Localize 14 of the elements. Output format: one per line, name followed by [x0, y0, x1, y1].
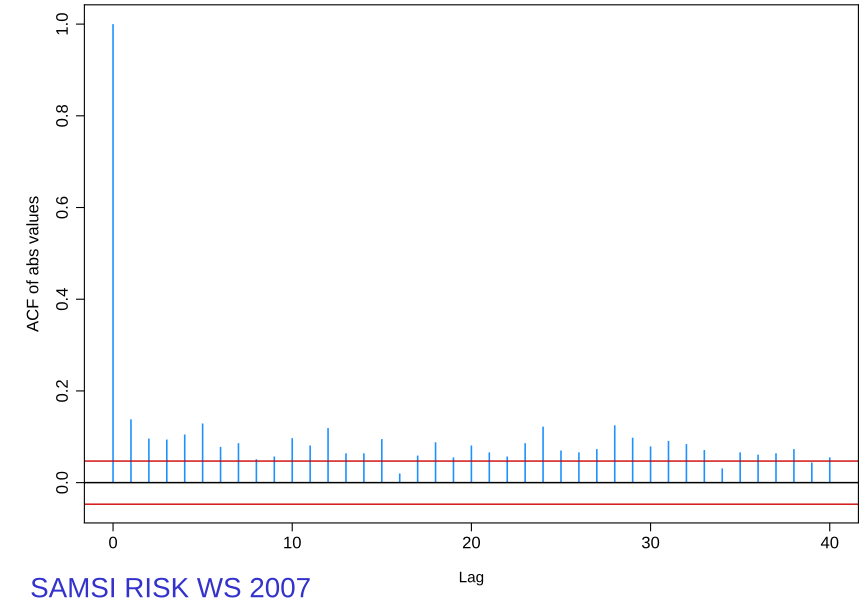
- y-tick-label: 0.4: [56, 288, 68, 310]
- x-axis-title: Lag: [460, 572, 484, 586]
- y-tick-label: 0.0: [56, 472, 68, 494]
- y-tick-label: 0.8: [56, 104, 68, 127]
- x-tick-label: 40: [820, 536, 838, 548]
- x-tick-label: 0: [109, 536, 118, 548]
- y-axis-title: ACF of abs values: [26, 196, 38, 332]
- y-tick-label: 1.0: [56, 13, 68, 34]
- x-tick-label: 30: [642, 536, 660, 548]
- y-tick-label: 0.6: [56, 196, 68, 218]
- x-tick-label: 10: [284, 536, 301, 548]
- x-tick-label: 20: [462, 536, 480, 548]
- text: SAMSI RISK WS 2007: [31, 578, 310, 598]
- y-tick-label: 0.2: [56, 380, 68, 402]
